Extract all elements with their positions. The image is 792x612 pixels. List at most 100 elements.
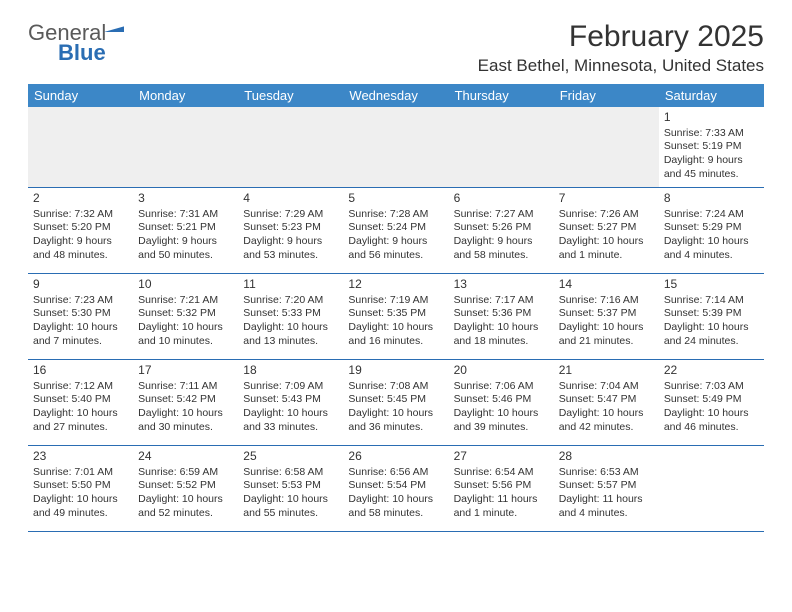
- daylight-line: Daylight: 10 hours and 49 minutes.: [33, 493, 128, 520]
- sunrise-line: Sunrise: 7:20 AM: [243, 294, 338, 308]
- day-number: 22: [664, 363, 759, 379]
- sunrise-line: Sunrise: 7:32 AM: [33, 208, 128, 222]
- sunrise-line: Sunrise: 6:59 AM: [138, 466, 233, 480]
- sunrise-line: Sunrise: 7:23 AM: [33, 294, 128, 308]
- calendar-day: 15Sunrise: 7:14 AMSunset: 5:39 PMDayligh…: [659, 274, 764, 360]
- daylight-line: Daylight: 10 hours and 33 minutes.: [243, 407, 338, 434]
- day-header: Monday: [133, 84, 238, 107]
- calendar-day: 16Sunrise: 7:12 AMSunset: 5:40 PMDayligh…: [28, 360, 133, 446]
- sunrise-line: Sunrise: 7:11 AM: [138, 380, 233, 394]
- calendar-empty: [343, 107, 448, 188]
- day-number: 16: [33, 363, 128, 379]
- sunrise-line: Sunrise: 7:24 AM: [664, 208, 759, 222]
- sunset-line: Sunset: 5:49 PM: [664, 393, 759, 407]
- sunset-line: Sunset: 5:29 PM: [664, 221, 759, 235]
- day-number: 25: [243, 449, 338, 465]
- sunset-line: Sunset: 5:52 PM: [138, 479, 233, 493]
- daylight-line: Daylight: 10 hours and 42 minutes.: [559, 407, 654, 434]
- sunset-line: Sunset: 5:23 PM: [243, 221, 338, 235]
- day-number: 2: [33, 191, 128, 207]
- daylight-line: Daylight: 10 hours and 7 minutes.: [33, 321, 128, 348]
- day-number: 10: [138, 277, 233, 293]
- calendar-day: 9Sunrise: 7:23 AMSunset: 5:30 PMDaylight…: [28, 274, 133, 360]
- calendar-day: 2Sunrise: 7:32 AMSunset: 5:20 PMDaylight…: [28, 188, 133, 274]
- daylight-line: Daylight: 11 hours and 1 minute.: [454, 493, 549, 520]
- daylight-line: Daylight: 10 hours and 58 minutes.: [348, 493, 443, 520]
- sunset-line: Sunset: 5:20 PM: [33, 221, 128, 235]
- day-number: 12: [348, 277, 443, 293]
- day-number: 9: [33, 277, 128, 293]
- day-header-row: SundayMondayTuesdayWednesdayThursdayFrid…: [28, 84, 764, 107]
- page-header: General Blue February 2025 East Bethel, …: [28, 20, 764, 76]
- sunset-line: Sunset: 5:47 PM: [559, 393, 654, 407]
- sunset-line: Sunset: 5:57 PM: [559, 479, 654, 493]
- calendar-day: 3Sunrise: 7:31 AMSunset: 5:21 PMDaylight…: [133, 188, 238, 274]
- sunset-line: Sunset: 5:40 PM: [33, 393, 128, 407]
- sunset-line: Sunset: 5:24 PM: [348, 221, 443, 235]
- day-number: 28: [559, 449, 654, 465]
- sunset-line: Sunset: 5:27 PM: [559, 221, 654, 235]
- day-number: 3: [138, 191, 233, 207]
- sunset-line: Sunset: 5:53 PM: [243, 479, 338, 493]
- day-number: 24: [138, 449, 233, 465]
- calendar-week: 23Sunrise: 7:01 AMSunset: 5:50 PMDayligh…: [28, 446, 764, 532]
- sunrise-line: Sunrise: 7:03 AM: [664, 380, 759, 394]
- calendar-day: 21Sunrise: 7:04 AMSunset: 5:47 PMDayligh…: [554, 360, 659, 446]
- calendar-empty: [659, 446, 764, 532]
- calendar-head: SundayMondayTuesdayWednesdayThursdayFrid…: [28, 84, 764, 107]
- calendar-empty: [449, 107, 554, 188]
- day-number: 27: [454, 449, 549, 465]
- day-header: Sunday: [28, 84, 133, 107]
- calendar-day: 18Sunrise: 7:09 AMSunset: 5:43 PMDayligh…: [238, 360, 343, 446]
- day-header: Thursday: [449, 84, 554, 107]
- logo: General Blue: [28, 20, 138, 66]
- calendar-day: 24Sunrise: 6:59 AMSunset: 5:52 PMDayligh…: [133, 446, 238, 532]
- day-number: 23: [33, 449, 128, 465]
- calendar-empty: [238, 107, 343, 188]
- day-number: 18: [243, 363, 338, 379]
- daylight-line: Daylight: 9 hours and 50 minutes.: [138, 235, 233, 262]
- calendar-day: 8Sunrise: 7:24 AMSunset: 5:29 PMDaylight…: [659, 188, 764, 274]
- sunset-line: Sunset: 5:30 PM: [33, 307, 128, 321]
- daylight-line: Daylight: 9 hours and 58 minutes.: [454, 235, 549, 262]
- daylight-line: Daylight: 10 hours and 36 minutes.: [348, 407, 443, 434]
- sunset-line: Sunset: 5:33 PM: [243, 307, 338, 321]
- calendar-week: 9Sunrise: 7:23 AMSunset: 5:30 PMDaylight…: [28, 274, 764, 360]
- sunrise-line: Sunrise: 6:58 AM: [243, 466, 338, 480]
- page-title: February 2025: [478, 20, 764, 54]
- sunset-line: Sunset: 5:35 PM: [348, 307, 443, 321]
- daylight-line: Daylight: 10 hours and 10 minutes.: [138, 321, 233, 348]
- calendar-day: 10Sunrise: 7:21 AMSunset: 5:32 PMDayligh…: [133, 274, 238, 360]
- calendar-day: 7Sunrise: 7:26 AMSunset: 5:27 PMDaylight…: [554, 188, 659, 274]
- daylight-line: Daylight: 10 hours and 24 minutes.: [664, 321, 759, 348]
- daylight-line: Daylight: 9 hours and 48 minutes.: [33, 235, 128, 262]
- sunrise-line: Sunrise: 7:28 AM: [348, 208, 443, 222]
- day-number: 19: [348, 363, 443, 379]
- calendar-body: 1Sunrise: 7:33 AMSunset: 5:19 PMDaylight…: [28, 107, 764, 532]
- sunrise-line: Sunrise: 7:14 AM: [664, 294, 759, 308]
- calendar-week: 2Sunrise: 7:32 AMSunset: 5:20 PMDaylight…: [28, 188, 764, 274]
- sunrise-line: Sunrise: 7:19 AM: [348, 294, 443, 308]
- day-number: 7: [559, 191, 654, 207]
- daylight-line: Daylight: 10 hours and 52 minutes.: [138, 493, 233, 520]
- day-number: 1: [664, 110, 759, 126]
- daylight-line: Daylight: 10 hours and 55 minutes.: [243, 493, 338, 520]
- daylight-line: Daylight: 10 hours and 18 minutes.: [454, 321, 549, 348]
- sunrise-line: Sunrise: 7:06 AM: [454, 380, 549, 394]
- calendar-day: 17Sunrise: 7:11 AMSunset: 5:42 PMDayligh…: [133, 360, 238, 446]
- daylight-line: Daylight: 10 hours and 30 minutes.: [138, 407, 233, 434]
- sunrise-line: Sunrise: 7:26 AM: [559, 208, 654, 222]
- daylight-line: Daylight: 10 hours and 16 minutes.: [348, 321, 443, 348]
- daylight-line: Daylight: 10 hours and 46 minutes.: [664, 407, 759, 434]
- title-block: February 2025 East Bethel, Minnesota, Un…: [478, 20, 764, 76]
- calendar-day: 23Sunrise: 7:01 AMSunset: 5:50 PMDayligh…: [28, 446, 133, 532]
- sunrise-line: Sunrise: 7:08 AM: [348, 380, 443, 394]
- sunset-line: Sunset: 5:26 PM: [454, 221, 549, 235]
- sunset-line: Sunset: 5:42 PM: [138, 393, 233, 407]
- sunrise-line: Sunrise: 7:16 AM: [559, 294, 654, 308]
- calendar-empty: [28, 107, 133, 188]
- day-header: Saturday: [659, 84, 764, 107]
- day-number: 11: [243, 277, 338, 293]
- daylight-line: Daylight: 9 hours and 56 minutes.: [348, 235, 443, 262]
- daylight-line: Daylight: 10 hours and 1 minute.: [559, 235, 654, 262]
